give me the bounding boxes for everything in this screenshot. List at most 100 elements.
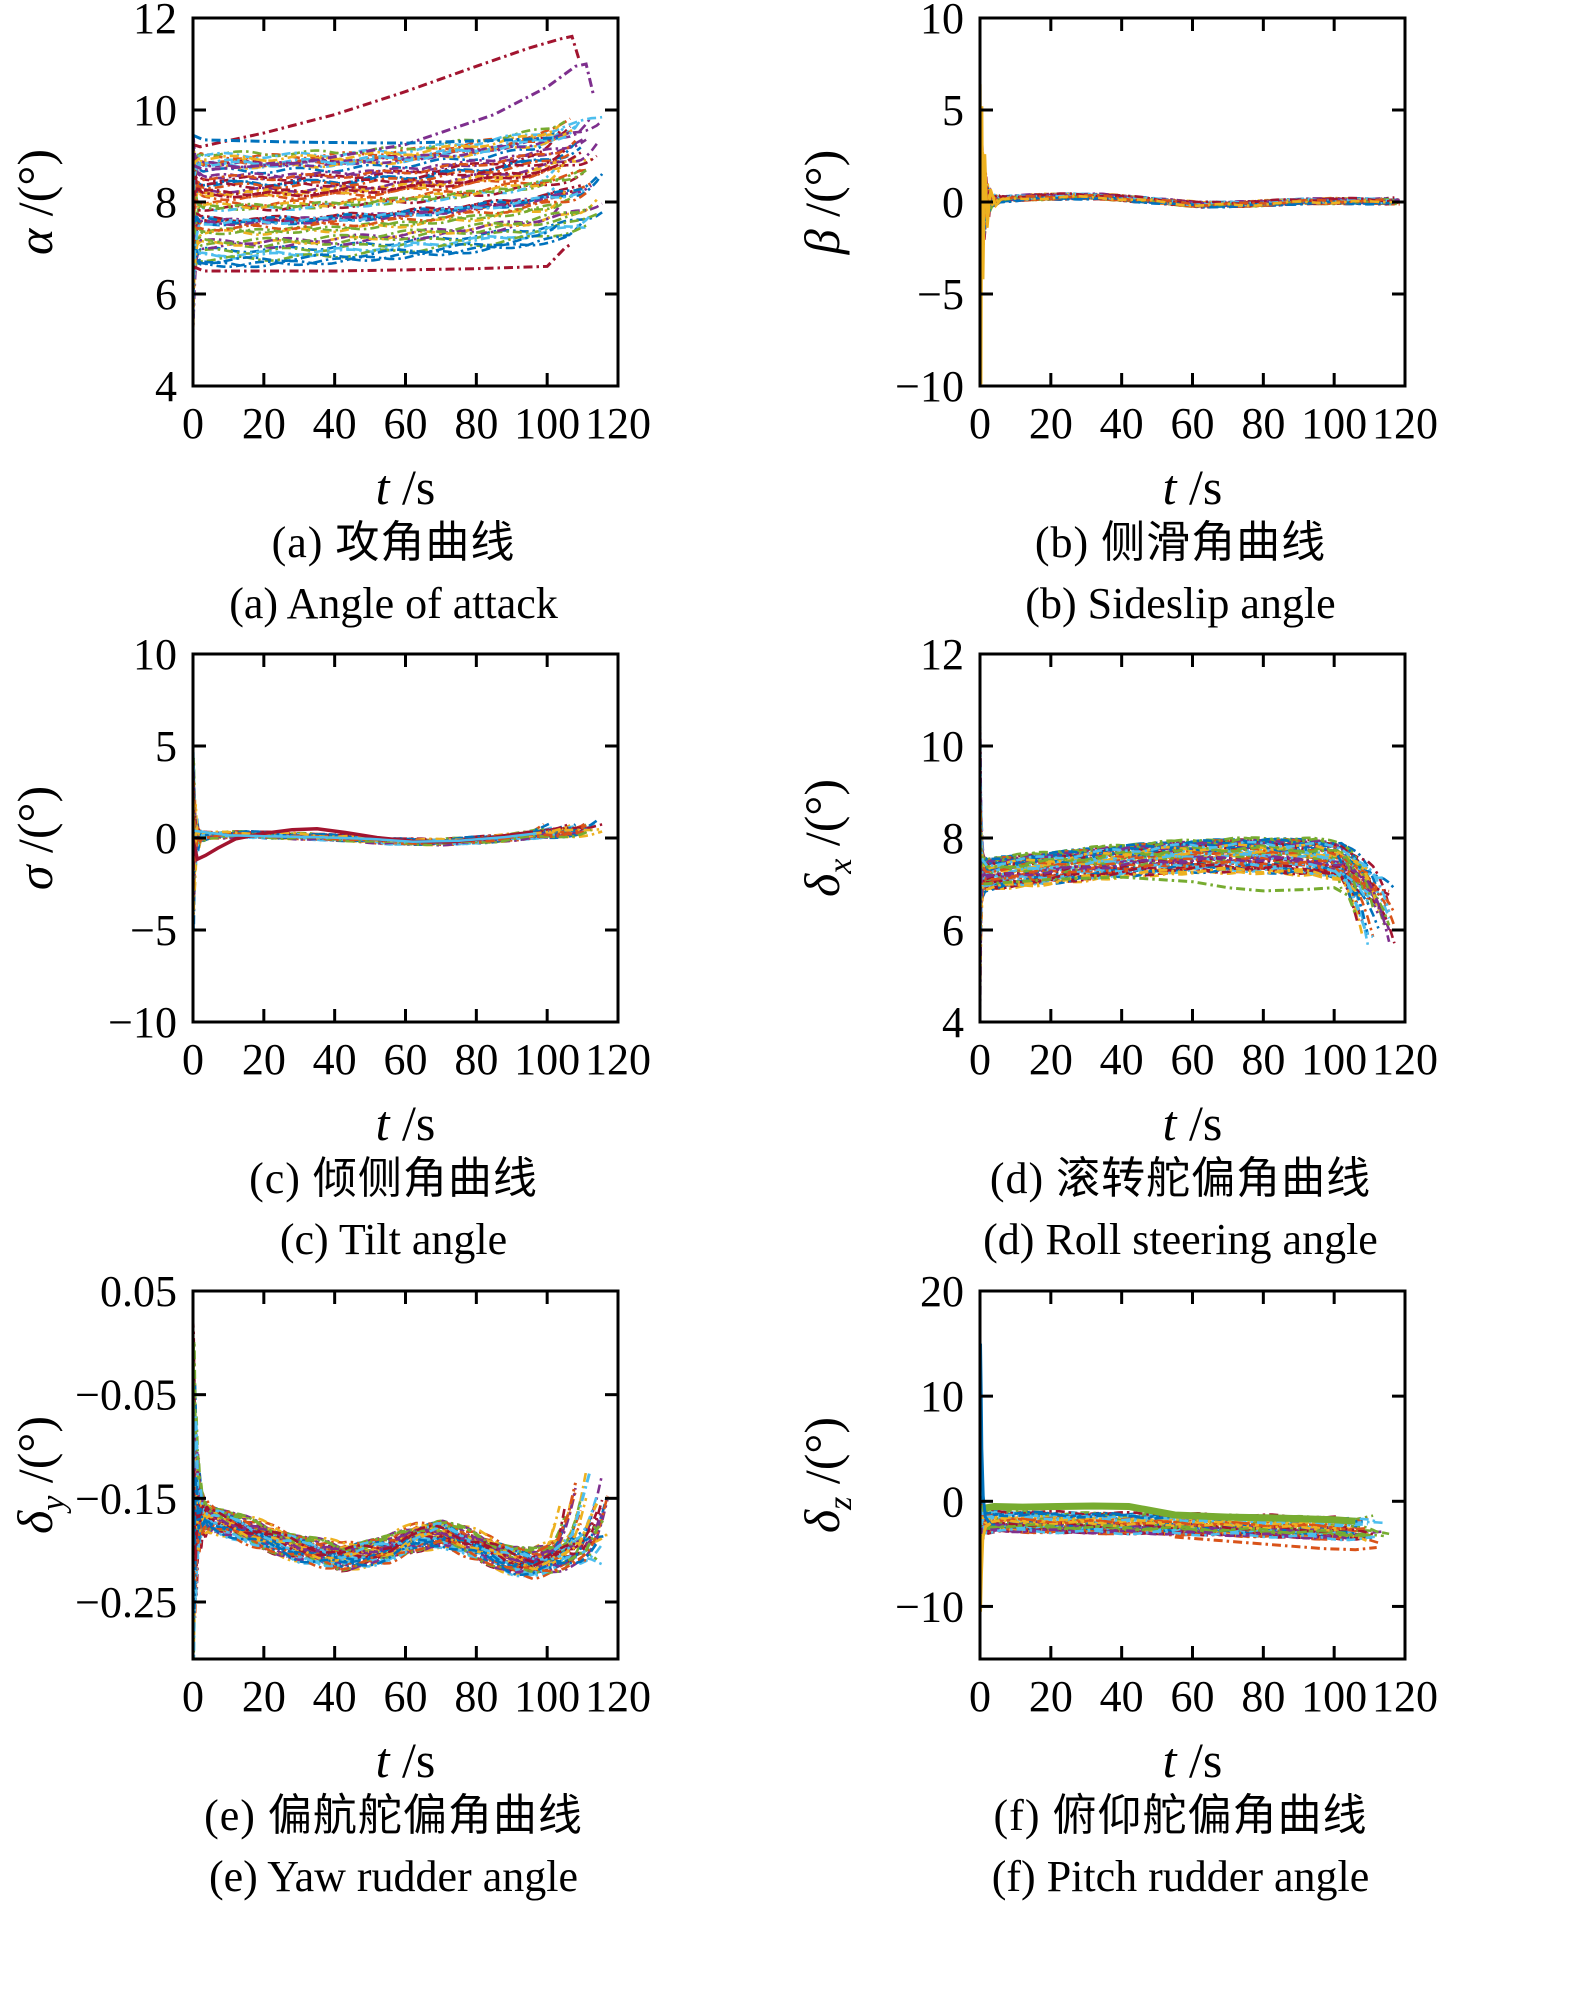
outlier-curve bbox=[983, 876, 1357, 915]
y-tick-label: 10 bbox=[133, 636, 177, 679]
plot-angle-of-attack: 0 20 40 60 80 100 120 4 6 8 10 12 t /s α /(°) bbox=[7, 0, 651, 515]
y-tick-label: 10 bbox=[920, 722, 964, 771]
caption-c: (c) 倾侧角曲线 (c) Tilt angle bbox=[249, 1149, 538, 1270]
y-tick-label: 8 bbox=[155, 178, 177, 227]
mc-curve bbox=[980, 116, 1395, 265]
mc-curve bbox=[193, 815, 550, 884]
panel-c: 0 20 40 60 80 100 120 −10 −5 0 5 10 t /s σ /(°) (c) 倾… bbox=[0, 636, 787, 1270]
y-tick-label: 0.05 bbox=[100, 1273, 177, 1316]
x-axis-label: t /s bbox=[376, 1095, 436, 1151]
mc-curve bbox=[193, 765, 545, 872]
y-tick-label: 4 bbox=[942, 998, 964, 1047]
y-axis-label: α /(°) bbox=[7, 149, 63, 255]
x-tick-label: 0 bbox=[182, 399, 204, 448]
x-tick-label: 20 bbox=[1029, 1035, 1073, 1084]
mc-curve bbox=[980, 162, 1395, 295]
mc-curve bbox=[980, 130, 1400, 249]
mc-curve bbox=[193, 168, 587, 208]
mc-curve bbox=[980, 702, 1370, 946]
y-tick-label: 8 bbox=[942, 814, 964, 863]
x-tick-label: 120 bbox=[585, 1672, 651, 1721]
mc-curve bbox=[980, 1523, 1374, 1603]
mc-curve bbox=[193, 148, 598, 199]
mc-curve bbox=[980, 1513, 1384, 1575]
y-tick-label: 10 bbox=[920, 0, 964, 43]
x-tick-label: 100 bbox=[1301, 1035, 1367, 1084]
x-tick-label: 60 bbox=[1171, 399, 1215, 448]
y-tick-label: 0 bbox=[942, 1477, 964, 1526]
mc-curve bbox=[193, 120, 603, 169]
mc-curve bbox=[980, 861, 1369, 909]
x-tick-label: 0 bbox=[969, 399, 991, 448]
x-tick-label: 60 bbox=[384, 1035, 428, 1084]
x-tick-label: 20 bbox=[242, 399, 286, 448]
mc-curve bbox=[980, 1510, 1342, 1538]
mc-curve bbox=[193, 775, 550, 856]
mc-curve bbox=[980, 819, 1391, 913]
mc-curve bbox=[193, 781, 544, 860]
x-tick-label: 60 bbox=[1171, 1672, 1215, 1721]
mc-curve bbox=[980, 700, 1364, 924]
outlier-curve bbox=[981, 1502, 1356, 1525]
mc-curve bbox=[193, 213, 598, 304]
mc-curve bbox=[193, 190, 566, 347]
x-tick-label: 120 bbox=[585, 399, 651, 448]
outlier-curve bbox=[193, 34, 581, 149]
panel-e: 0 20 40 60 80 100 120 0.05 −0.05 −0.15 −0.25 t /s δy… bbox=[0, 1273, 787, 1907]
y-axis-label: δz /(°) bbox=[794, 1417, 859, 1533]
panel-b: 0 20 40 60 80 100 120 −10 −5 0 5 10 t /s β /(°) (b) 侧… bbox=[787, 0, 1574, 634]
axes-box bbox=[978, 1289, 1407, 1661]
outlier-curve bbox=[1174, 1535, 1377, 1552]
caption-a-zh: (a) 攻角曲线 bbox=[271, 518, 516, 567]
mc-curve bbox=[193, 768, 555, 859]
caption-b-en: (b) Sideslip angle bbox=[1025, 578, 1336, 628]
y-axis-label: σ /(°) bbox=[7, 786, 63, 890]
mc-curve bbox=[980, 158, 1395, 284]
x-tick-label: 80 bbox=[1241, 1672, 1285, 1721]
y-axis-label: δx /(°) bbox=[794, 779, 859, 897]
mc-curve bbox=[980, 110, 1390, 261]
y-tick-label: 5 bbox=[942, 86, 964, 135]
x-tick-label: 120 bbox=[1372, 399, 1438, 448]
mc-curve bbox=[193, 784, 587, 862]
mc-curve bbox=[193, 799, 576, 946]
x-tick-label: 20 bbox=[1029, 1672, 1073, 1721]
x-tick-label: 40 bbox=[313, 1672, 357, 1721]
y-tick-label: −5 bbox=[130, 906, 177, 955]
x-tick-label: 120 bbox=[1372, 1672, 1438, 1721]
y-tick-label: 6 bbox=[942, 906, 964, 955]
x-tick-label: 80 bbox=[454, 1672, 498, 1721]
mc-curve bbox=[193, 1512, 566, 1649]
mc-curve bbox=[193, 1368, 577, 1561]
outlier-curve bbox=[539, 1482, 577, 1552]
plot-tilt-angle: 0 20 40 60 80 100 120 −10 −5 0 5 10 t /s σ /(°) bbox=[7, 636, 651, 1151]
mc-curve bbox=[980, 783, 1359, 890]
mc-curve bbox=[980, 840, 1354, 892]
outlier-curve bbox=[193, 62, 595, 172]
curves bbox=[980, 700, 1396, 1023]
y-tick-label: 10 bbox=[920, 1372, 964, 1421]
mc-curve bbox=[193, 130, 556, 175]
y-tick-label: 10 bbox=[133, 86, 177, 135]
mc-curve bbox=[980, 856, 1396, 914]
caption-f-en: (f) Pitch rudder angle bbox=[991, 1851, 1370, 1901]
mc-curve bbox=[193, 208, 587, 260]
mc-curve bbox=[193, 190, 577, 304]
mc-curve bbox=[193, 742, 603, 896]
mc-curve bbox=[193, 778, 577, 877]
outlier-curve bbox=[193, 133, 558, 145]
mc-curve bbox=[193, 115, 603, 209]
mc-curve bbox=[193, 146, 582, 192]
curves bbox=[193, 1302, 609, 1659]
mc-curve bbox=[980, 177, 1390, 242]
mc-curve bbox=[193, 1495, 599, 1659]
x-tick-label: 80 bbox=[454, 1035, 498, 1084]
x-tick-label: 60 bbox=[1171, 1035, 1215, 1084]
mc-curve bbox=[193, 765, 566, 862]
x-axis-label: t /s bbox=[1163, 459, 1223, 515]
curves bbox=[193, 713, 603, 946]
mc-curve bbox=[193, 139, 555, 202]
mc-curve bbox=[193, 1302, 583, 1555]
mc-curve bbox=[193, 160, 566, 238]
